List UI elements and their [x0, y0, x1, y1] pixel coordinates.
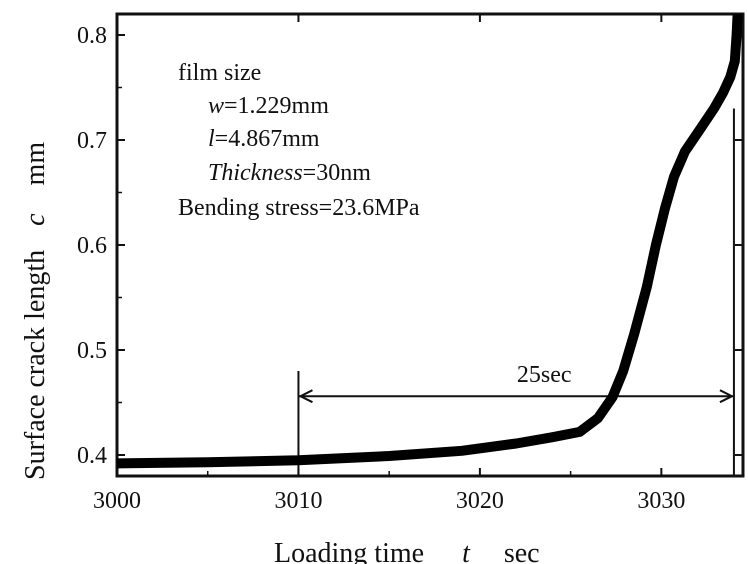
film-size-heading: film size [178, 60, 261, 86]
film-width-text: w=1.229mm [208, 93, 329, 119]
x-tick-label: 3010 [274, 488, 322, 514]
interval-arrowhead-left [298, 389, 313, 404]
y-axis-ticks: 0.4 0.5 0.6 0.7 0.8 [77, 23, 743, 469]
y-tick-label: 0.7 [77, 128, 107, 154]
interval-label: 25sec [517, 362, 572, 388]
film-length-text: l=4.867mm [208, 126, 320, 152]
y-tick-label: 0.5 [77, 338, 107, 364]
y-tick-label: 0.4 [77, 443, 107, 469]
crack-length-curve [116, 13, 743, 469]
y-tick-label: 0.8 [77, 23, 107, 49]
x-tick-label: 3020 [456, 488, 504, 514]
x-axis-ticks: 3000 3010 3020 3030 [93, 14, 685, 514]
y-tick-label: 0.6 [77, 233, 107, 259]
bending-stress-text: Bending stress=23.6MPa [178, 195, 420, 221]
x-tick-label: 3000 [93, 488, 141, 514]
y-axis-title: Surface crack lengthcmm [20, 142, 51, 480]
x-axis-title: Loading time t sec [274, 538, 540, 564]
film-thickness-text: Thickness=30nm [208, 160, 371, 186]
interval-arrowhead-right [719, 389, 735, 404]
x-tick-label: 3030 [637, 488, 685, 514]
